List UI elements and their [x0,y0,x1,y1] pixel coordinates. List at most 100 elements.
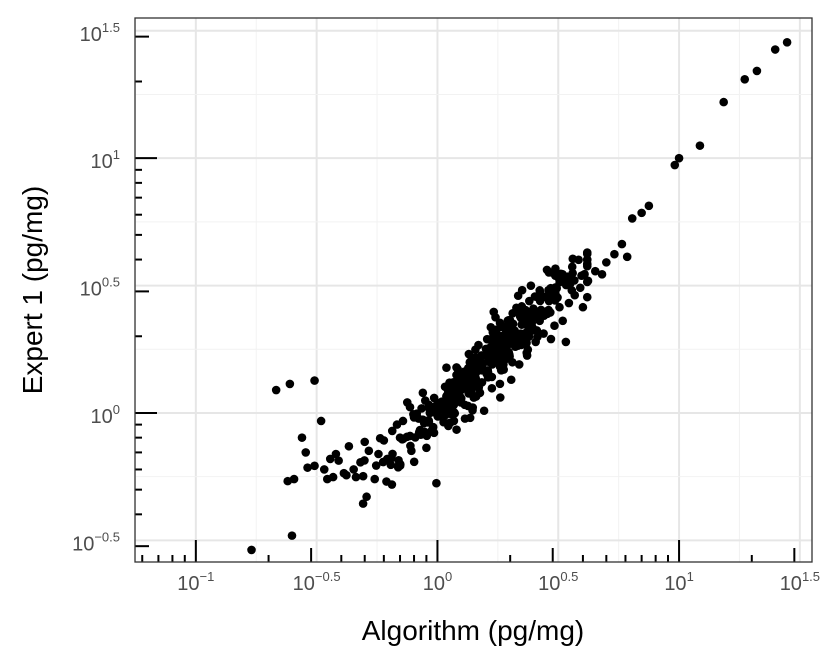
data-point [429,393,439,403]
data-point [644,201,654,211]
y-tick-label: 100 [91,402,120,428]
data-point [287,531,297,540]
data-point [505,350,514,360]
data-point [303,463,312,472]
data-point [410,433,420,442]
data-point [362,492,371,502]
data-point [386,454,396,463]
data-point [452,425,461,434]
data-point [740,74,750,84]
data-point [460,367,469,377]
data-point [495,362,505,372]
data-point [590,266,600,276]
data-point [505,315,515,325]
data-point [334,456,343,465]
data-point [344,441,354,451]
data-point [285,379,295,389]
data-point [610,249,619,259]
data-point [465,413,475,423]
data-point [488,328,498,337]
data-point [567,286,577,295]
y-tick-label: 101 [91,147,120,173]
data-point [402,432,412,442]
x-axis-title: Algorithm (pg/mg) [362,615,585,646]
data-point [460,400,470,410]
data-point [695,141,705,150]
data-point [316,416,326,426]
data-point [508,357,517,367]
data-point [319,465,329,474]
data-point [409,457,419,467]
data-point [398,416,408,426]
tick-labels: 10−1 10−0.5 100 100.5 101 101.5 10−0.5 100 100.5… [72,20,820,595]
data-point [495,379,505,389]
data-point [382,477,391,486]
grid-lines [134,18,812,562]
data-point [670,160,680,170]
x-tick-label: 10−0.5 [293,569,341,595]
data-point [492,341,501,351]
data-point [370,474,380,484]
data-point [521,339,531,348]
data-point [271,385,281,395]
data-point [497,322,506,332]
data-point [297,433,307,442]
data-point [752,66,762,76]
data-point [552,284,561,293]
data-point [487,372,497,382]
data-point [371,461,381,470]
data-point [528,307,538,317]
data-point [578,302,588,312]
data-point [453,364,462,374]
data-point [544,296,554,306]
data-point [375,433,385,443]
data-point [582,277,592,287]
data-point [364,446,374,456]
data-point [468,406,477,415]
data-point [520,310,530,320]
data-point [442,363,451,372]
data-point [530,292,540,301]
data-point [512,303,521,313]
data-point [386,460,396,470]
data-point [247,545,256,555]
data-point [570,276,579,285]
data-point [358,471,368,481]
data-point [575,283,585,293]
data-point [349,465,358,474]
data-point [542,265,552,275]
data-point [443,385,453,394]
data-point [328,472,338,482]
data-point [497,349,507,359]
data-point [550,321,559,331]
data-point [514,360,524,369]
data-point [521,317,530,326]
data-point [447,397,457,406]
data-point [301,448,311,457]
data-point [464,373,474,383]
data-point [597,270,607,279]
data-point [564,298,574,308]
data-point [423,416,433,426]
data-point [567,262,577,272]
data-point [483,366,493,375]
data-point [488,354,497,363]
data-point [627,214,637,223]
data-point [360,437,370,447]
data-point [424,400,434,410]
data-point [310,461,319,471]
data-point [582,261,592,271]
data-point [637,208,646,218]
data-point [551,264,560,273]
data-point [561,337,571,347]
data-point [513,337,522,347]
data-points [247,38,792,555]
data-point [503,334,513,344]
x-tick-label: 100.5 [538,569,578,595]
data-point [546,334,556,344]
data-point [719,97,728,107]
x-tick-label: 101.5 [780,569,820,595]
data-point [443,419,452,428]
data-point [418,388,428,398]
